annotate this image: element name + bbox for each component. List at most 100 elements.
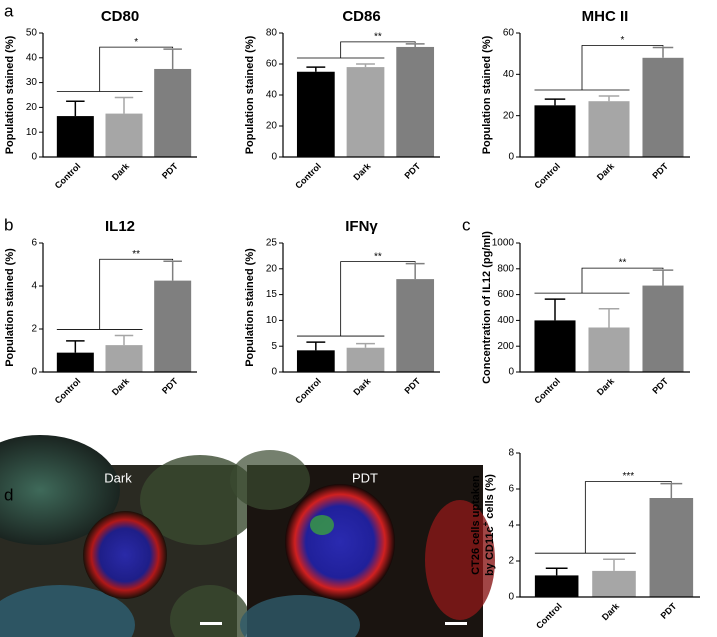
x-tick-label: PDT (650, 161, 670, 181)
significance-bracket (534, 45, 664, 91)
significance-label: * (621, 35, 625, 46)
x-tick-label: Dark (600, 600, 622, 622)
y-tick-label: 800 (497, 263, 514, 274)
y-tick-label: 400 (497, 315, 514, 326)
error-bar (66, 100, 85, 117)
y-tick-label: 0 (271, 152, 277, 163)
y-tick-label: 20 (503, 110, 515, 121)
error-bar (66, 340, 85, 353)
bar (642, 57, 684, 157)
error-bar (306, 66, 326, 72)
image-label: Dark (104, 470, 132, 485)
y-tick-label: 50 (26, 28, 38, 39)
bar (56, 352, 94, 372)
y-tick-label: 1000 (492, 238, 515, 249)
y-tick-label: 25 (266, 238, 278, 249)
x-tick-label: Control (293, 161, 323, 191)
bar (592, 570, 636, 597)
bar (56, 116, 94, 157)
y-axis-label: Population stained (%) (244, 248, 256, 367)
error-bar (114, 96, 134, 114)
x-tick-label: Dark (351, 160, 373, 182)
error-bar (598, 95, 620, 102)
x-tick-label: Dark (351, 375, 373, 397)
y-tick-label: 40 (503, 69, 515, 80)
x-tick-label: PDT (160, 376, 180, 396)
y-tick-label: 0 (508, 592, 514, 603)
bar (346, 67, 385, 157)
x-tick-label: PDT (650, 376, 670, 396)
y-tick-label: 10 (26, 127, 38, 138)
y-tick-label: 600 (497, 289, 514, 300)
y-tick-label: 0 (271, 367, 277, 378)
error-bar (545, 567, 568, 576)
significance-label: ** (374, 31, 382, 42)
error-bar (652, 269, 674, 286)
bar (534, 320, 576, 372)
y-tick-label: 30 (26, 77, 38, 88)
bar (346, 347, 385, 372)
error-bar (598, 308, 620, 328)
x-tick-label: Dark (110, 375, 132, 397)
x-tick-label: Dark (595, 160, 617, 182)
axes (42, 243, 197, 373)
error-bar (356, 342, 375, 348)
y-tick-label: 2 (31, 324, 37, 335)
y-tick-label: 8 (508, 448, 514, 459)
y-tick-label: 20 (266, 263, 278, 274)
significance-bracket (534, 481, 672, 554)
axes (519, 33, 690, 158)
significance-bracket (296, 41, 416, 59)
y-axis-label: Population stained (%) (4, 248, 16, 367)
y-axis-label-part: cells (%) (484, 474, 496, 519)
x-tick-label: Control (53, 161, 83, 191)
significance-bracket (534, 267, 664, 294)
axes (282, 243, 440, 373)
x-tick-label: PDT (402, 161, 422, 181)
significance-label: ** (132, 249, 140, 260)
axes (519, 243, 690, 373)
bar (296, 71, 335, 157)
error-bar (544, 298, 566, 321)
bar (534, 105, 576, 157)
image-label: PDT (352, 470, 378, 485)
bar (105, 345, 143, 372)
x-tick-label: Control (534, 601, 564, 631)
bar (534, 575, 579, 597)
error-bar (405, 262, 425, 280)
significance-label: ** (374, 251, 382, 262)
micrograph-pdt (230, 450, 495, 637)
y-tick-label: 15 (266, 289, 278, 300)
chart-title: CD86 (342, 8, 380, 25)
significance-label: ** (619, 258, 627, 269)
y-axis-label: Concentration of IL12 (pg/ml) (481, 231, 493, 384)
x-tick-label: Dark (595, 375, 617, 397)
axes (42, 33, 197, 158)
axes (282, 33, 440, 158)
chart-title: CD80 (101, 8, 139, 25)
error-bar (603, 558, 625, 571)
significance-bracket (56, 46, 174, 92)
y-tick-label: 0 (31, 367, 37, 378)
significance-label: *** (622, 471, 634, 482)
y-axis-label-sup: + (481, 521, 490, 526)
panel-label: a (4, 1, 14, 20)
y-tick-label: 80 (266, 28, 278, 39)
bar (105, 113, 143, 157)
error-bar (405, 43, 425, 47)
significance-bracket (56, 258, 174, 330)
x-tick-label: PDT (659, 601, 679, 621)
bar (642, 285, 684, 372)
y-axis-label: Population stained (%) (4, 35, 16, 154)
error-bar (652, 46, 674, 58)
bar (588, 327, 630, 372)
error-bar (306, 341, 326, 351)
x-tick-label: Control (293, 376, 323, 406)
y-tick-label: 2 (508, 556, 514, 567)
error-bar (356, 63, 375, 68)
y-axis-label: Population stained (%) (244, 35, 256, 154)
y-axis-label: by CD11c+ cells (%) (481, 474, 496, 576)
bar (154, 68, 192, 157)
y-tick-label: 6 (508, 484, 514, 495)
